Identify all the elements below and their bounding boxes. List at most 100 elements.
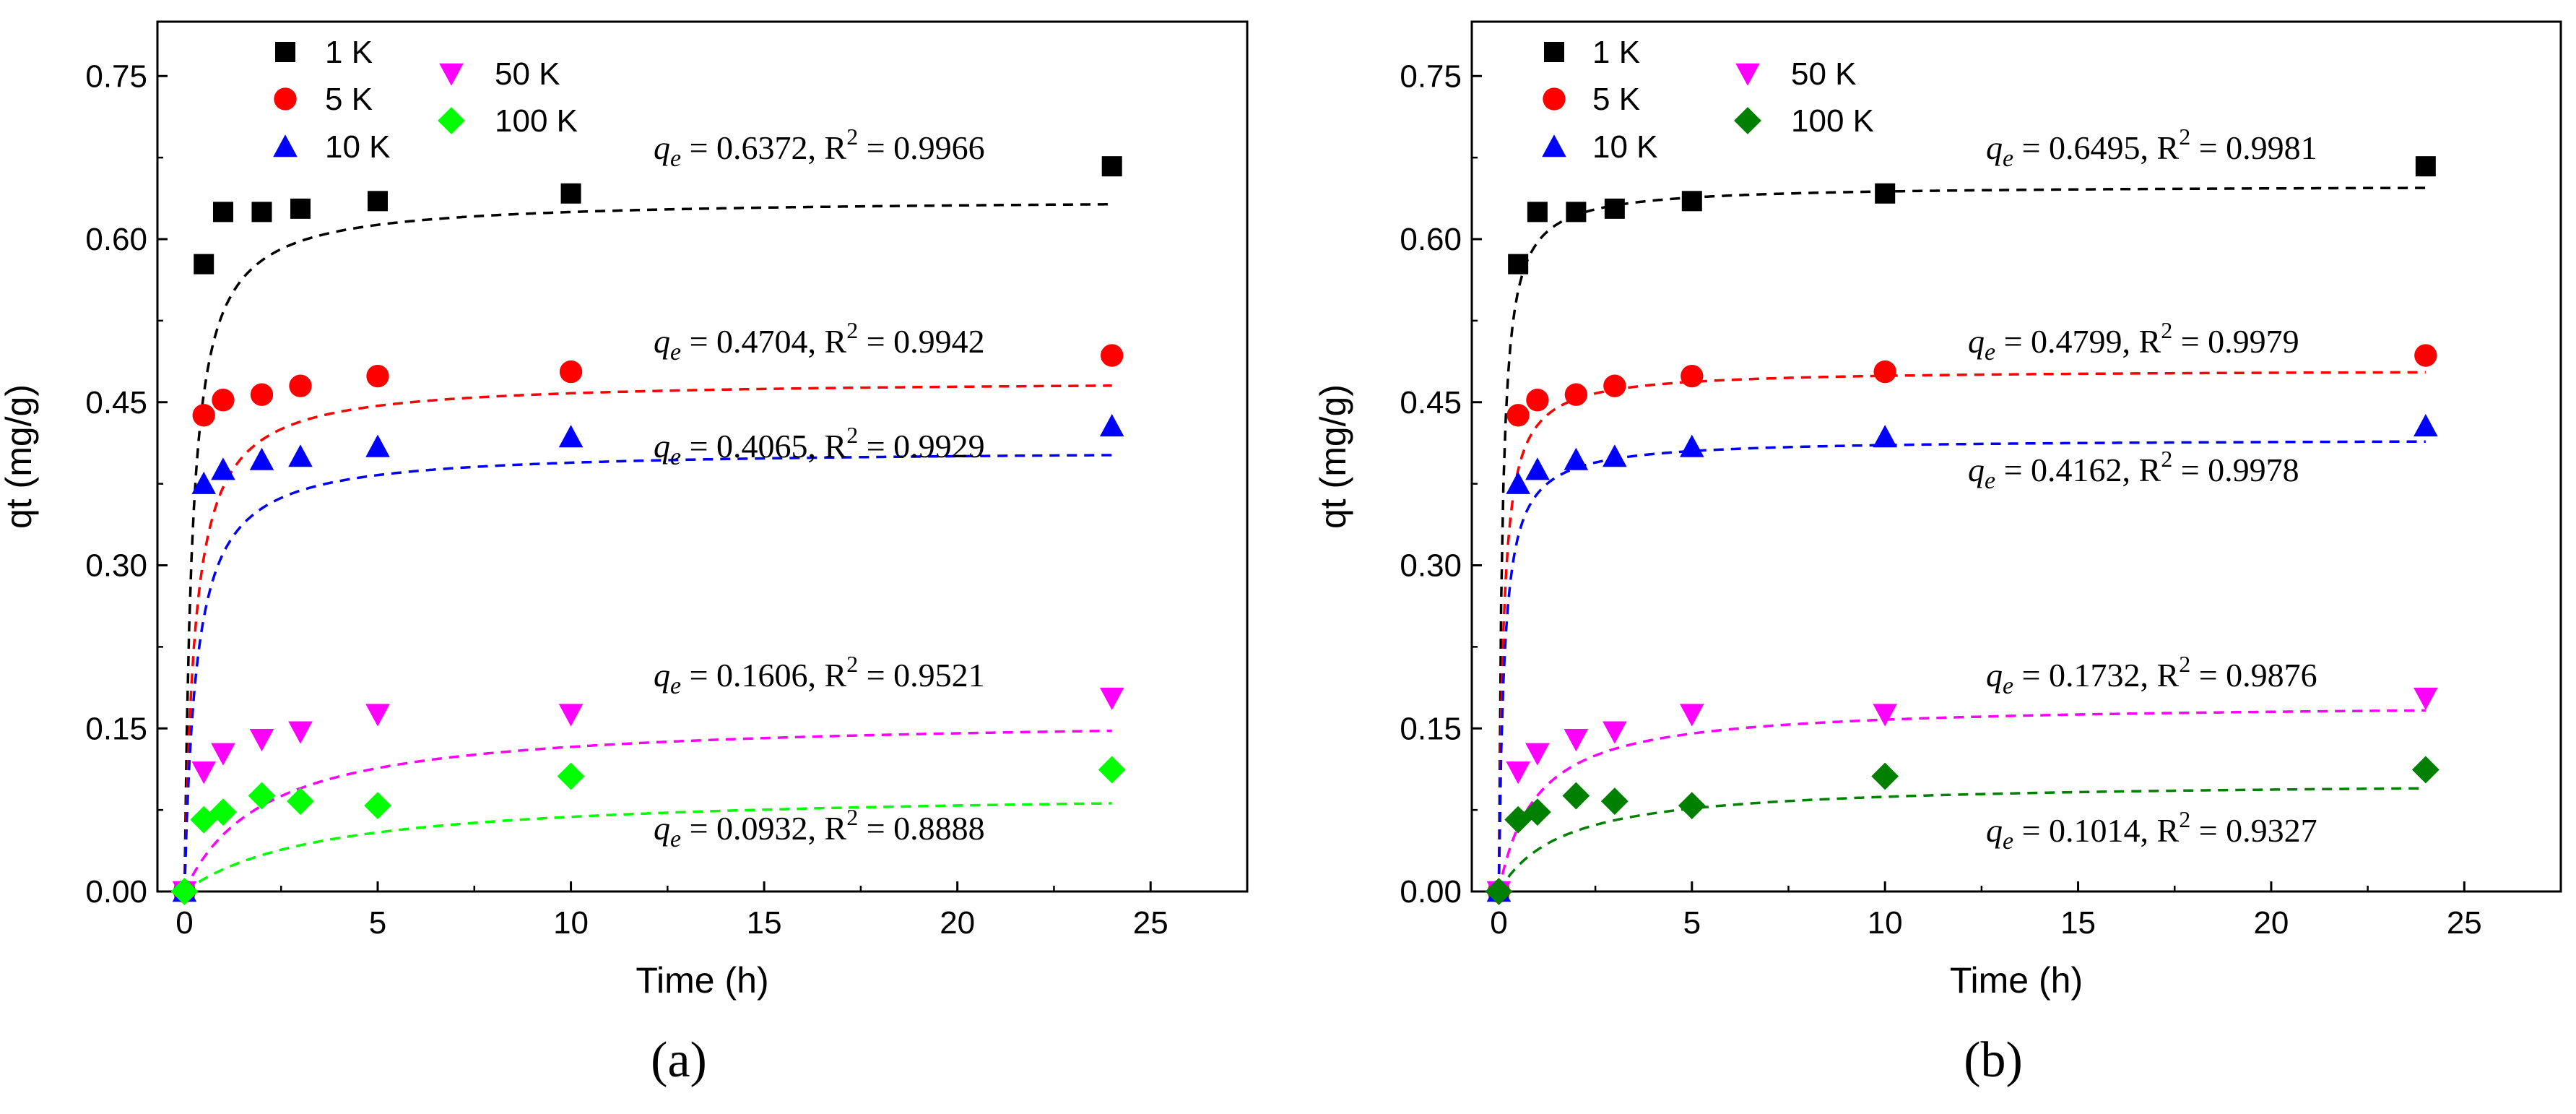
fit-annotation: qe = 0.4704, R2 = 0.9942 xyxy=(654,317,985,366)
qe-subscript: e xyxy=(670,673,681,699)
data-point xyxy=(557,762,585,790)
legend-label: 1 K xyxy=(1592,35,1640,70)
data-point xyxy=(1603,444,1627,467)
fit-curve-100k xyxy=(183,802,1112,893)
qe-subscript: e xyxy=(1985,339,1995,366)
x-axis-label: Time (h) xyxy=(636,960,768,1001)
data-point xyxy=(2415,156,2436,177)
data-point xyxy=(1506,404,1530,427)
legend-marker xyxy=(1542,134,1566,157)
fit-annotation: qe = 0.4799, R2 = 0.9979 xyxy=(1968,317,2299,366)
fit-annotation: qe = 0.6372, R2 = 0.9966 xyxy=(654,124,985,172)
qe-value: = 0.6495, R xyxy=(2013,129,2179,166)
x-tick-label: 25 xyxy=(2447,905,2482,941)
plot-frame xyxy=(1470,20,2562,893)
y-tick-label: 0.15 xyxy=(85,711,147,746)
fit-curve-5k xyxy=(1497,371,2426,892)
data-point xyxy=(365,704,390,727)
qe-symbol: q xyxy=(1968,452,1985,488)
r2-superscript: 2 xyxy=(2179,651,2190,677)
r2-superscript: 2 xyxy=(2179,806,2190,832)
r2-superscript: 2 xyxy=(2161,317,2172,343)
series-10k xyxy=(1486,414,2438,902)
data-point xyxy=(249,729,274,752)
fit-annotation: qe = 0.1606, R2 = 0.9521 xyxy=(654,651,985,699)
qe-value: = 0.0932, R xyxy=(681,810,846,847)
fit-curve-50k xyxy=(183,729,1112,892)
data-point xyxy=(194,254,214,275)
legend-label: 50 K xyxy=(495,56,560,92)
qe-subscript: e xyxy=(2003,673,2013,699)
data-point xyxy=(212,389,235,412)
data-point xyxy=(1524,798,1551,826)
qe-symbol: q xyxy=(1986,657,2003,694)
data-point xyxy=(1873,704,1897,727)
legend-label: 10 K xyxy=(325,129,391,165)
data-point xyxy=(2414,414,2438,437)
qe-value: = 0.1732, R xyxy=(2013,657,2179,694)
y-tick-label: 0.45 xyxy=(85,385,147,420)
data-point xyxy=(366,364,389,388)
data-point xyxy=(1098,756,1126,784)
data-point xyxy=(289,374,312,397)
data-point xyxy=(192,404,215,427)
data-point xyxy=(1485,878,1513,905)
data-point xyxy=(1506,471,1530,494)
legend-label: 50 K xyxy=(1791,56,1857,92)
qe-value: = 0.4065, R xyxy=(681,428,846,465)
data-point xyxy=(1566,202,1587,223)
panel-label: (b) xyxy=(1964,1032,2023,1088)
fit-curve-100k xyxy=(1497,787,2426,892)
data-point xyxy=(1564,383,1588,406)
y-tick-label: 0.75 xyxy=(1400,59,1462,94)
x-tick-label: 0 xyxy=(1490,905,1507,941)
data-point xyxy=(290,198,311,219)
qe-subscript: e xyxy=(670,444,681,470)
qe-value: = 0.4799, R xyxy=(1995,323,2161,360)
data-point xyxy=(1526,389,1549,412)
legend: 1 K 5 K 10 K 50 K 100 K xyxy=(273,35,578,165)
data-point xyxy=(1875,183,1896,204)
qe-value: = 0.1014, R xyxy=(2013,812,2179,849)
chart-panel-a: 0 5 10 15 20 25 0.00 0.15 0.30 0.45 0.60 0.75 Time (… xyxy=(0,20,1249,1088)
r2-value: = 0.9521 xyxy=(858,657,984,694)
r2-value: = 0.9929 xyxy=(858,428,984,465)
data-point xyxy=(558,704,584,727)
qe-subscript: e xyxy=(2003,145,2013,172)
r2-superscript: 2 xyxy=(2161,446,2172,472)
fit-annotation: qe = 0.4162, R2 = 0.9978 xyxy=(1968,446,2299,494)
legend-label: 5 K xyxy=(1592,82,1640,117)
data-point xyxy=(211,743,235,766)
series-100k xyxy=(1485,756,2440,905)
y-tick-label: 0.30 xyxy=(85,548,147,584)
qe-symbol: q xyxy=(654,810,670,847)
fit-annotation: qe = 0.0932, R2 = 0.8888 xyxy=(654,804,985,852)
legend-label: 100 K xyxy=(1791,103,1874,139)
x-tick-label: 5 xyxy=(1683,905,1701,941)
x-tick-label: 15 xyxy=(2060,905,2096,941)
y-tick-label: 0.60 xyxy=(1400,222,1462,257)
data-point xyxy=(1680,434,1704,457)
data-point xyxy=(190,806,218,834)
data-point xyxy=(211,457,235,480)
r2-superscript: 2 xyxy=(846,124,858,150)
data-point xyxy=(1680,704,1704,727)
data-point xyxy=(2411,756,2440,784)
data-point xyxy=(170,878,199,905)
r2-superscript: 2 xyxy=(846,422,858,448)
data-point xyxy=(209,798,237,826)
data-point xyxy=(1099,414,1124,437)
x-tick-label: 15 xyxy=(747,905,782,941)
data-point xyxy=(1525,457,1550,480)
r2-value: = 0.8888 xyxy=(858,810,984,847)
x-tick-label: 0 xyxy=(175,905,193,941)
data-point xyxy=(2414,344,2437,367)
data-point xyxy=(288,444,313,467)
x-tick-label: 10 xyxy=(1868,905,1903,941)
legend-marker xyxy=(273,134,298,157)
qe-symbol: q xyxy=(654,129,670,166)
data-point xyxy=(1506,761,1530,785)
data-point xyxy=(288,721,313,744)
data-point xyxy=(1564,729,1589,752)
data-point xyxy=(1873,360,1896,384)
